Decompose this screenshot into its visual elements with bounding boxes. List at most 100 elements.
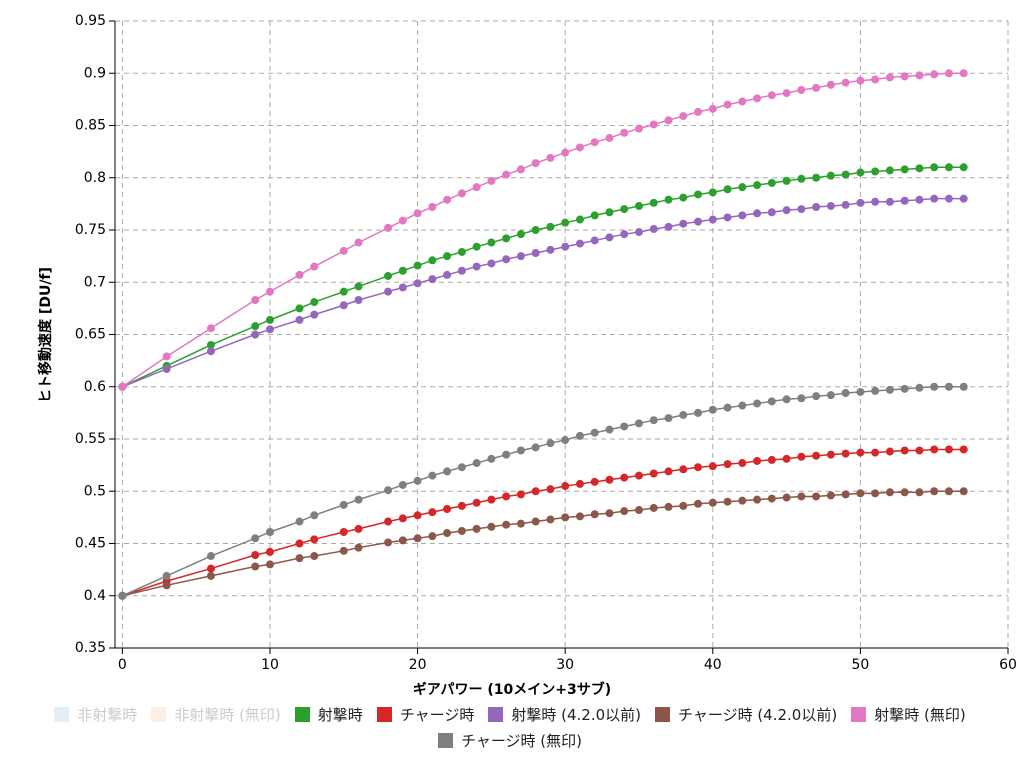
data-point (502, 520, 511, 529)
legend-label: 射撃時 (無印) (874, 705, 966, 724)
data-point (649, 469, 658, 478)
x-tick-label: 10 (261, 657, 279, 673)
legend-swatch (376, 706, 392, 722)
data-point (738, 459, 747, 468)
data-point (310, 535, 319, 544)
data-point (826, 450, 835, 459)
data-point (561, 242, 570, 251)
data-point (944, 487, 953, 496)
data-point (118, 382, 127, 391)
legend-swatch (54, 706, 70, 722)
data-point (915, 71, 924, 80)
data-point (487, 176, 496, 185)
data-point (694, 408, 703, 417)
data-point (516, 446, 525, 455)
data-point (620, 507, 629, 516)
legend-item[interactable]: 非射撃時 (54, 704, 137, 724)
data-point (384, 486, 393, 495)
legend-item[interactable]: 射撃時 (294, 704, 363, 724)
data-point (531, 487, 540, 496)
data-point (457, 463, 466, 472)
data-point (384, 538, 393, 547)
data-point (694, 463, 703, 472)
data-point (812, 451, 821, 460)
data-point (443, 467, 452, 476)
series-line (122, 448, 964, 597)
data-point (694, 217, 703, 226)
y-tick-label: 0.65 (75, 327, 106, 343)
legend-swatch (655, 706, 671, 722)
data-point (384, 287, 393, 296)
series (118, 69, 968, 391)
data-point (664, 222, 673, 231)
data-point (634, 228, 643, 237)
data-point (634, 471, 643, 480)
data-point (502, 234, 511, 243)
data-point (590, 428, 599, 437)
data-point (930, 382, 939, 391)
data-point (900, 165, 909, 174)
data-point (502, 450, 511, 459)
data-point (708, 405, 717, 414)
data-point (723, 497, 732, 506)
data-point (944, 382, 953, 391)
data-point (457, 247, 466, 256)
data-point (413, 511, 422, 520)
data-point (930, 487, 939, 496)
data-point (472, 262, 481, 271)
data-point (546, 222, 555, 231)
y-tick-label: 0.6 (84, 379, 106, 395)
data-point (561, 513, 570, 522)
legend-item[interactable]: 非射撃時 (無印) (151, 704, 281, 724)
data-point (354, 524, 363, 533)
data-point (797, 492, 806, 501)
data-point (900, 72, 909, 81)
legend-label: 非射撃時 (77, 705, 138, 724)
legend-item[interactable]: 射撃時 (4.2.0以前) (488, 704, 641, 724)
data-point (871, 386, 880, 395)
data-point (767, 494, 776, 503)
data-point (310, 262, 319, 271)
data-point (708, 104, 717, 113)
data-point (812, 203, 821, 212)
data-point (664, 195, 673, 204)
data-point (856, 168, 865, 177)
data-point (649, 224, 658, 233)
data-point (265, 287, 274, 296)
data-point (265, 547, 274, 556)
data-point (634, 419, 643, 428)
data-point (723, 460, 732, 469)
data-point (443, 505, 452, 514)
data-point (251, 562, 260, 571)
data-point (561, 148, 570, 157)
data-point (339, 246, 348, 255)
data-point (428, 532, 437, 541)
data-point (590, 138, 599, 147)
data-point (679, 193, 688, 202)
y-axis-label: ヒト移動速度 [DU/f] (37, 267, 54, 403)
data-point (871, 489, 880, 498)
legend-item[interactable]: チャージ時 (4.2.0以前) (655, 704, 837, 724)
data-point (413, 476, 422, 485)
legend: 非射撃時 非射撃時 (無印) 射撃時 チャージ時 射撃時 (4.2.0以前) チャージ時 … (40, 704, 980, 750)
data-point (295, 539, 304, 548)
data-point (398, 536, 407, 545)
data-point (826, 491, 835, 500)
legend-item[interactable]: 射撃時 (無印) (851, 704, 966, 724)
data-point (295, 270, 304, 279)
data-point (575, 512, 584, 521)
data-point (339, 500, 348, 509)
data-point (590, 211, 599, 220)
data-point (944, 445, 953, 454)
data-point (575, 431, 584, 440)
data-point (354, 282, 363, 291)
legend-item[interactable]: チャージ時 (376, 704, 474, 724)
legend-item[interactable]: チャージ時 (無印) (437, 730, 582, 750)
y-tick-label: 0.85 (75, 118, 106, 134)
data-point (782, 493, 791, 502)
data-point (723, 185, 732, 194)
data-point (708, 188, 717, 197)
data-point (310, 310, 319, 319)
data-point (472, 242, 481, 251)
